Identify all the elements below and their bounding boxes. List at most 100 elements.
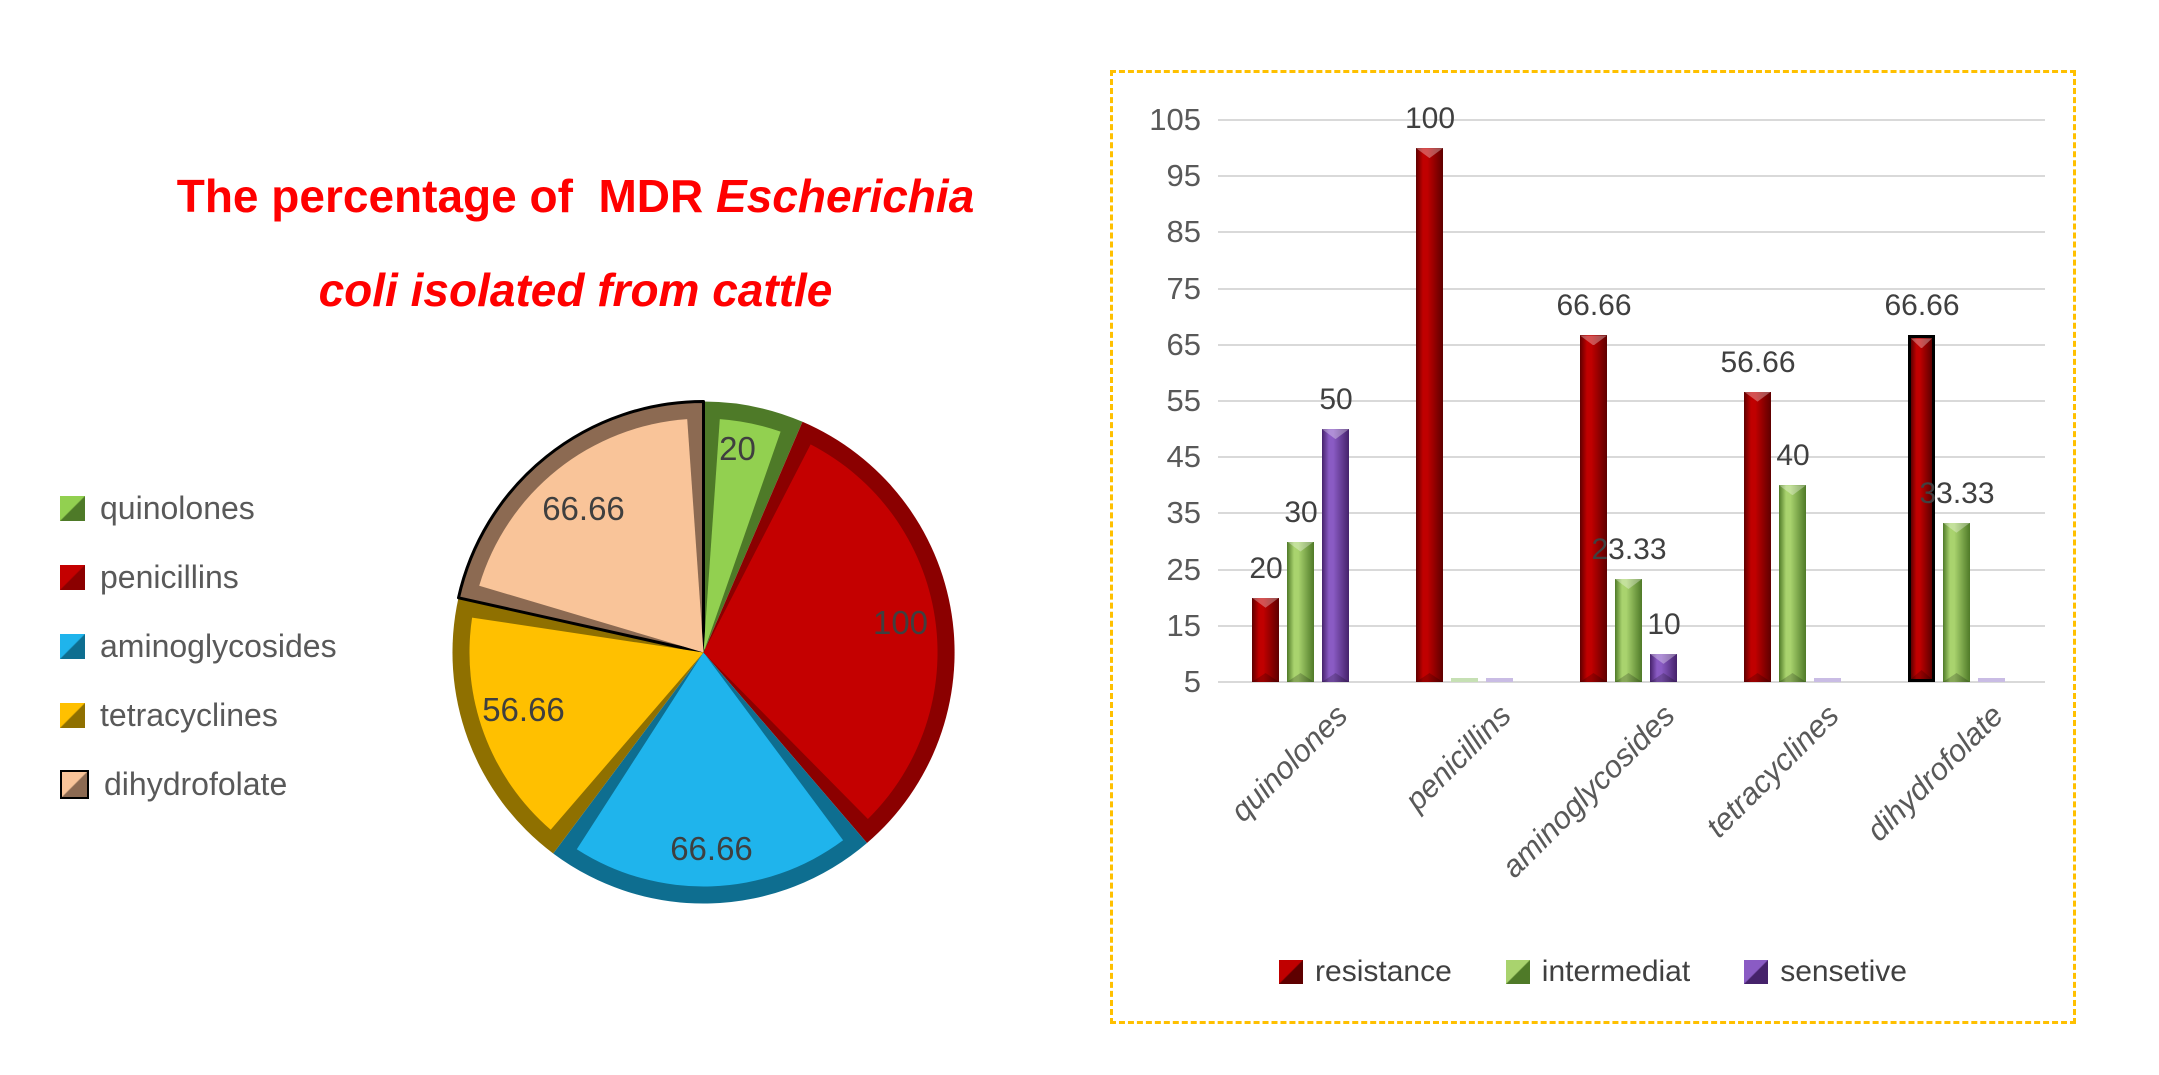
x-category-label-aminoglycosides: aminoglycosides xyxy=(1495,697,1682,885)
bar-top-bevel xyxy=(1744,391,1771,402)
y-tick-label-55: 55 xyxy=(1166,383,1201,418)
bar-intermediat-dihydrofolate xyxy=(1943,522,1970,682)
bar-resistance-quinolones xyxy=(1252,597,1279,682)
gridline-85 xyxy=(1218,231,2045,234)
bar-intermediat-quinolones xyxy=(1287,541,1314,682)
bar-bottom-bevel xyxy=(1615,672,1642,682)
bar-resistance-tetracyclines xyxy=(1744,391,1771,682)
bar-legend-swatch-resistance xyxy=(1279,960,1304,984)
bar-bottom-bevel xyxy=(1252,672,1279,682)
bar-intermediat-tetracyclines xyxy=(1779,485,1806,682)
bar-legend-label: sensetive xyxy=(1780,955,1907,988)
bar-legend-item-resistance: resistance xyxy=(1279,957,1452,987)
pie-legend: quinolones penicillins aminoglycosides tetr… xyxy=(60,492,337,800)
bar-value-label-intermediat-aminoglycosides: 23.33 xyxy=(1591,532,1667,566)
bar-zero-sensetive-dihydrofolate xyxy=(1978,678,2005,682)
bar-legend-swatch-intermediat xyxy=(1505,960,1530,984)
bar-top-bevel xyxy=(1615,578,1642,589)
bar-value-label-resistance-dihydrofolate: 66.66 xyxy=(1884,289,1960,323)
pie-legend-label: quinolones xyxy=(100,490,255,526)
bar-top-bevel xyxy=(1252,597,1279,608)
bar-bottom-bevel xyxy=(1580,672,1607,682)
gridline-65 xyxy=(1218,343,2045,346)
pie-chart-title: The percentage of MDR Escherichia coli i… xyxy=(118,150,1033,338)
bar-legend-label: intermediat xyxy=(1541,955,1691,988)
pie-data-label-quinolones: 20 xyxy=(719,430,756,467)
y-tick-label-45: 45 xyxy=(1166,439,1201,475)
bar-legend-label: resistance xyxy=(1315,955,1452,988)
bar-bottom-bevel xyxy=(1416,672,1443,682)
pie-slice-dihydrofolate xyxy=(479,419,704,653)
pie-legend-label: tetracyclines xyxy=(100,697,278,733)
bar-legend: resistance intermediat sensetive xyxy=(1113,957,2073,987)
gridline-45 xyxy=(1218,456,2045,459)
bar-legend-item-intermediat: intermediat xyxy=(1505,955,1691,988)
y-tick-label-95: 95 xyxy=(1166,158,1201,194)
x-category-label-dihydrofolate: dihydrofolate xyxy=(1859,697,2010,848)
bar-bottom-bevel xyxy=(1744,672,1771,682)
pie-legend-swatch-tetracyclines xyxy=(60,702,85,728)
pie-legend-label: aminoglycosides xyxy=(100,628,337,664)
bar-top-bevel xyxy=(1322,429,1349,440)
bar-bottom-bevel xyxy=(1650,672,1677,682)
bar-zero-intermediat-penicillins xyxy=(1451,678,1478,682)
pie-data-label-dihydrofolate: 66.66 xyxy=(542,490,625,527)
y-tick-label-105: 105 xyxy=(1149,102,1201,137)
pie-legend-swatch-quinolones xyxy=(60,495,85,521)
bar-value-label-resistance-aminoglycosides: 66.66 xyxy=(1556,289,1632,323)
gridline-55 xyxy=(1218,400,2045,402)
title-regular-text: The percentage of MDR xyxy=(176,170,704,222)
pie-slice-tetracyclines xyxy=(469,617,704,830)
bar-legend-item-sensetive: sensetive xyxy=(1744,957,1907,987)
pie-chart: 20 100 66.66 56.66 66.66 xyxy=(452,400,955,904)
bar-value-label-resistance-penicillins: 100 xyxy=(1404,102,1456,136)
bar-bottom-bevel xyxy=(1779,672,1806,682)
pie-data-label-penicillins: 100 xyxy=(873,604,928,641)
bar-chart-panel: 5 15 25 35 45 55 65 75 85 95 105 20 30 50 quinolones 10… xyxy=(1110,70,2076,1024)
bar-value-label-intermediat-quinolones: 30 xyxy=(1284,495,1318,529)
bar-top-bevel xyxy=(1416,148,1443,159)
pie-legend-item-dihydrofolate: dihydrofolate xyxy=(60,768,337,800)
pie-data-label-aminoglycosides: 66.66 xyxy=(670,830,753,867)
pie-legend-swatch-dihydrofolate xyxy=(60,769,89,799)
bar-value-label-sensetive-aminoglycosides: 10 xyxy=(1647,607,1681,641)
bar-sensetive-quinolones xyxy=(1322,429,1349,682)
bar-top-bevel xyxy=(1580,335,1607,346)
pie-legend-swatch-aminoglycosides xyxy=(60,633,85,659)
pie-legend-item-penicillins: penicillins xyxy=(60,561,337,593)
gridline-5 xyxy=(1218,681,2045,683)
bar-top-bevel xyxy=(1943,522,1970,533)
y-tick-label-15: 15 xyxy=(1166,607,1201,643)
gridline-105 xyxy=(1218,119,2045,121)
gridline-95 xyxy=(1218,175,2045,178)
bar-bottom-bevel xyxy=(1943,672,1970,682)
pie-slice-quinolones xyxy=(703,419,781,653)
bar-top-bevel xyxy=(1650,653,1677,664)
bar-value-label-intermediat-tetracyclines: 40 xyxy=(1776,439,1810,473)
pie-legend-item-aminoglycosides: aminoglycosides xyxy=(60,630,337,662)
bar-sensetive-aminoglycosides xyxy=(1650,653,1677,682)
pie-slice-penicillins xyxy=(703,444,938,819)
gridline-75 xyxy=(1218,287,2045,290)
bar-bottom-bevel xyxy=(1322,672,1349,682)
bar-resistance-penicillins xyxy=(1416,148,1443,682)
bar-top-bevel xyxy=(1287,541,1314,552)
y-tick-label-75: 75 xyxy=(1166,270,1201,306)
pie-legend-swatch-penicillins xyxy=(60,564,85,590)
pie-data-label-tetracyclines: 56.66 xyxy=(482,691,565,728)
x-category-label-penicillins: penicillins xyxy=(1398,697,1518,818)
bar-top-bevel xyxy=(1779,485,1806,496)
bar-value-label-sensetive-quinolones: 50 xyxy=(1319,383,1353,417)
title-line-1: The percentage of MDR Escherichia xyxy=(118,150,1033,244)
bar-top-bevel xyxy=(1911,338,1932,349)
pie-legend-label: penicillins xyxy=(100,559,239,595)
pie-legend-label: dihydrofolate xyxy=(104,766,288,802)
pie-legend-item-tetracyclines: tetracyclines xyxy=(60,699,337,731)
y-tick-label-65: 65 xyxy=(1166,326,1201,362)
y-tick-label-35: 35 xyxy=(1166,495,1201,531)
bar-value-label-resistance-tetracyclines: 56.66 xyxy=(1720,345,1796,379)
pie-legend-item-quinolones: quinolones xyxy=(60,492,337,524)
bar-legend-swatch-sensetive xyxy=(1744,960,1769,984)
gridline-25 xyxy=(1218,568,2045,571)
